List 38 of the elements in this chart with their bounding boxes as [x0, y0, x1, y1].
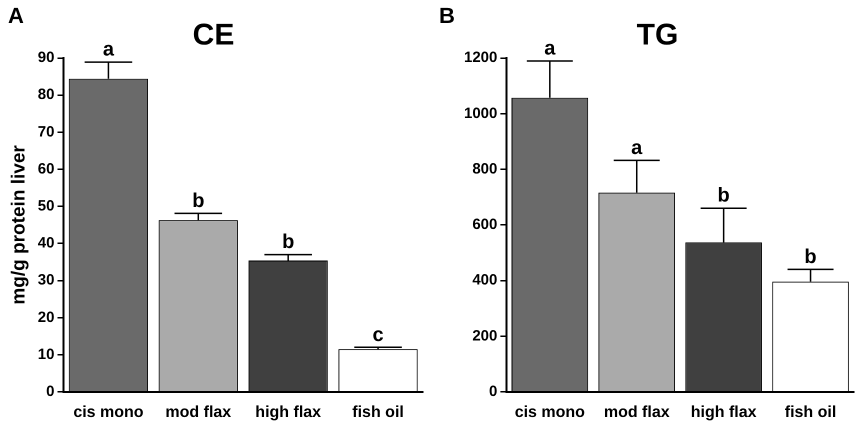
x-tick-label: cis mono — [73, 404, 144, 421]
x-tick-label: fish oil — [784, 404, 836, 421]
y-tick-label: 10 — [38, 346, 54, 363]
y-tick-label: 60 — [38, 160, 54, 178]
y-tick-label: 90 — [38, 49, 54, 66]
text: B — [439, 3, 455, 28]
x-tick-label: high flax — [255, 404, 322, 421]
y-tick-label: 80 — [38, 86, 54, 104]
y-tick-label: 1000 — [464, 104, 498, 122]
y-tick-label: 30 — [38, 272, 54, 289]
x-tick-label: cis mono — [514, 404, 586, 421]
annotation: c — [372, 324, 384, 346]
y-tick-label: 600 — [472, 216, 498, 234]
y-axis-title: mg/g protein liver — [8, 144, 30, 305]
annotation: b — [804, 246, 817, 268]
annotation: b — [282, 231, 294, 254]
y-tick-label: 50 — [38, 197, 54, 214]
chart-title: CE — [192, 18, 234, 52]
x-tick-label: mod flax — [165, 404, 232, 421]
x-tick-label: high flax — [690, 404, 757, 421]
y-tick-label: 40 — [38, 234, 54, 252]
text: A — [8, 3, 24, 28]
y-tick-label: 0 — [489, 382, 498, 400]
y-tick-label: 70 — [38, 123, 54, 140]
y-tick-label: 20 — [38, 308, 54, 326]
chart-title: TG — [636, 18, 678, 52]
y-tick-label: 0 — [46, 382, 54, 400]
x-tick-label: fish oil — [352, 404, 404, 421]
annotation: b — [192, 190, 204, 212]
annotation: a — [544, 38, 556, 60]
y-tick-label: 200 — [472, 327, 498, 344]
annotation: b — [718, 184, 730, 207]
y-tick-label: 1200 — [464, 49, 498, 66]
annotation: a — [631, 136, 644, 159]
x-tick-label: mod flax — [604, 404, 670, 421]
y-tick-label: 800 — [472, 160, 498, 178]
y-tick-label: 400 — [472, 272, 498, 289]
annotation: a — [102, 38, 115, 61]
